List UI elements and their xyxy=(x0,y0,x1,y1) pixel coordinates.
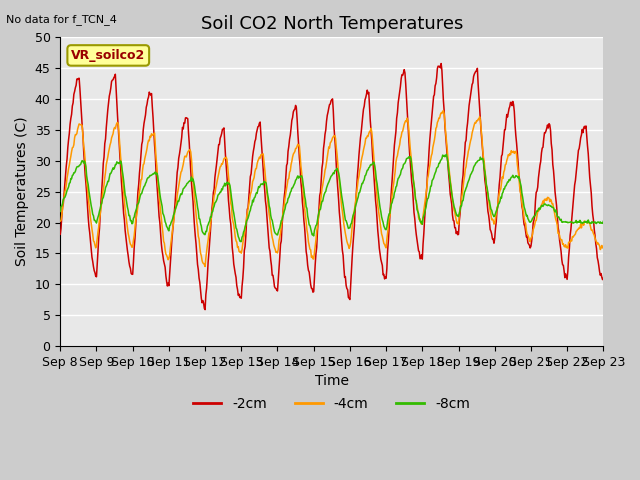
Text: VR_soilco2: VR_soilco2 xyxy=(71,49,145,62)
Y-axis label: Soil Temperatures (C): Soil Temperatures (C) xyxy=(15,117,29,266)
Legend: -2cm, -4cm, -8cm: -2cm, -4cm, -8cm xyxy=(188,391,476,416)
X-axis label: Time: Time xyxy=(315,374,349,388)
Text: No data for f_TCN_4: No data for f_TCN_4 xyxy=(6,14,117,25)
Title: Soil CO2 North Temperatures: Soil CO2 North Temperatures xyxy=(200,15,463,33)
